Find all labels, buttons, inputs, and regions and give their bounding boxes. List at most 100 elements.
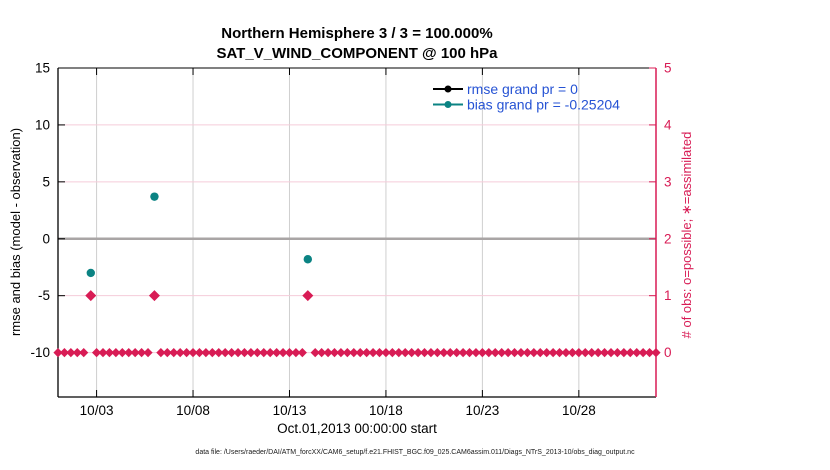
n-obs-marker bbox=[477, 348, 487, 358]
n-obs-marker bbox=[349, 348, 359, 358]
n-obs-marker bbox=[574, 348, 584, 358]
n-obs-marker bbox=[394, 348, 404, 358]
n-obs-marker bbox=[368, 348, 378, 358]
data-markers bbox=[53, 192, 661, 358]
n-obs-marker bbox=[98, 348, 108, 358]
n-obs-marker bbox=[567, 348, 578, 358]
n-obs-marker bbox=[79, 348, 89, 358]
x-tick-label: 10/03 bbox=[80, 403, 114, 418]
n-obs-marker bbox=[606, 348, 616, 358]
n-obs-marker bbox=[53, 348, 63, 358]
n-obs-marker bbox=[644, 348, 655, 358]
n-obs-marker bbox=[156, 348, 166, 358]
n-obs-marker bbox=[329, 348, 340, 358]
n-obs-marker bbox=[432, 348, 442, 358]
n-obs-marker bbox=[407, 348, 417, 358]
n-obs-marker bbox=[259, 348, 269, 358]
n-obs-marker bbox=[638, 348, 648, 358]
n-obs-marker bbox=[194, 348, 205, 358]
n-obs-marker bbox=[445, 348, 455, 358]
n-obs-marker bbox=[66, 348, 76, 358]
n-obs-marker bbox=[265, 348, 275, 358]
n-obs-marker bbox=[136, 348, 147, 358]
y-tick-label-right: 2 bbox=[664, 231, 672, 246]
n-obs-marker bbox=[374, 348, 385, 358]
y-tick-label-left: 5 bbox=[42, 174, 50, 189]
n-obs-marker bbox=[310, 348, 320, 358]
n-obs-one-marker bbox=[302, 290, 314, 302]
chart-title-block: Northern Hemisphere 3 / 3 = 100.000% SAT… bbox=[58, 24, 656, 64]
legend-dot bbox=[444, 101, 452, 108]
n-obs-marker bbox=[452, 348, 462, 358]
y-tick-label-right: 3 bbox=[664, 174, 672, 189]
n-obs-marker bbox=[272, 348, 282, 358]
n-obs-marker bbox=[336, 348, 346, 358]
n-obs-marker bbox=[587, 348, 597, 358]
n-obs-marker bbox=[542, 348, 552, 358]
n-obs-marker bbox=[201, 348, 211, 358]
n-obs-marker bbox=[458, 348, 468, 358]
n-obs-marker bbox=[419, 348, 430, 358]
axes-box bbox=[57, 67, 657, 398]
n-obs-marker bbox=[143, 348, 153, 358]
n-obs-marker bbox=[59, 348, 70, 358]
n-obs-marker bbox=[554, 348, 565, 358]
n-obs-marker bbox=[207, 348, 217, 358]
n-obs-marker bbox=[503, 348, 513, 358]
n-obs-marker bbox=[72, 348, 82, 358]
data-file-path: data file: /Users/raeder/DAI/ATM_forcXX/… bbox=[195, 449, 635, 456]
n-obs-marker bbox=[182, 348, 192, 358]
grid-lines bbox=[58, 68, 656, 397]
n-obs-marker bbox=[111, 348, 121, 358]
n-obs-marker bbox=[297, 348, 307, 358]
n-obs-marker bbox=[233, 348, 243, 358]
n-obs-marker bbox=[548, 348, 558, 358]
n-obs-marker bbox=[117, 348, 127, 358]
y-tick-label-left: 15 bbox=[35, 61, 50, 76]
n-obs-marker bbox=[381, 348, 391, 358]
legend-bias-label: bias grand pr = -0.25204 bbox=[467, 97, 620, 113]
n-obs-marker bbox=[387, 348, 397, 358]
x-tick-label: 10/18 bbox=[369, 403, 403, 418]
n-obs-marker bbox=[413, 348, 423, 358]
n-obs-marker bbox=[651, 348, 661, 358]
x-tick-label: 10/23 bbox=[465, 403, 499, 418]
chart-title: Northern Hemisphere 3 / 3 = 100.000% bbox=[221, 25, 493, 42]
n-obs-marker bbox=[124, 348, 134, 358]
n-obs-marker bbox=[535, 348, 545, 358]
n-obs-marker bbox=[227, 348, 237, 358]
n-obs-marker bbox=[104, 348, 115, 358]
n-obs-marker bbox=[593, 348, 603, 358]
n-obs-marker bbox=[252, 348, 262, 358]
n-obs-marker bbox=[284, 348, 295, 358]
n-obs-one-marker bbox=[85, 290, 97, 302]
n-obs-marker bbox=[522, 348, 532, 358]
n-obs-marker bbox=[342, 348, 352, 358]
n-obs-marker bbox=[439, 348, 449, 358]
y-tick-label-left: -5 bbox=[38, 288, 50, 303]
legend-dot bbox=[444, 85, 452, 93]
x-tick-label: 10/13 bbox=[273, 403, 307, 418]
n-obs-marker bbox=[426, 348, 436, 358]
n-obs-marker bbox=[355, 348, 365, 358]
n-obs-marker bbox=[509, 348, 520, 358]
bias-point bbox=[86, 268, 95, 278]
y-tick-label-left: 0 bbox=[42, 231, 50, 246]
n-obs-marker bbox=[529, 348, 539, 358]
x-tick-label: 10/08 bbox=[176, 403, 210, 418]
chart-subtitle: SAT_V_WIND_COMPONENT @ 100 hPa bbox=[216, 45, 498, 62]
n-obs-marker bbox=[188, 348, 198, 358]
n-obs-marker bbox=[561, 348, 571, 358]
n-obs-marker bbox=[162, 348, 172, 358]
n-obs-marker bbox=[632, 348, 642, 358]
n-obs-marker bbox=[220, 348, 230, 358]
bias-point bbox=[150, 192, 159, 201]
n-obs-marker bbox=[323, 348, 333, 358]
y-tick-label-left: -10 bbox=[30, 345, 50, 360]
n-obs-marker bbox=[239, 348, 250, 358]
n-obs-marker bbox=[464, 348, 475, 358]
n-obs-marker bbox=[580, 348, 590, 358]
y-tick-label-right: 4 bbox=[664, 117, 672, 132]
